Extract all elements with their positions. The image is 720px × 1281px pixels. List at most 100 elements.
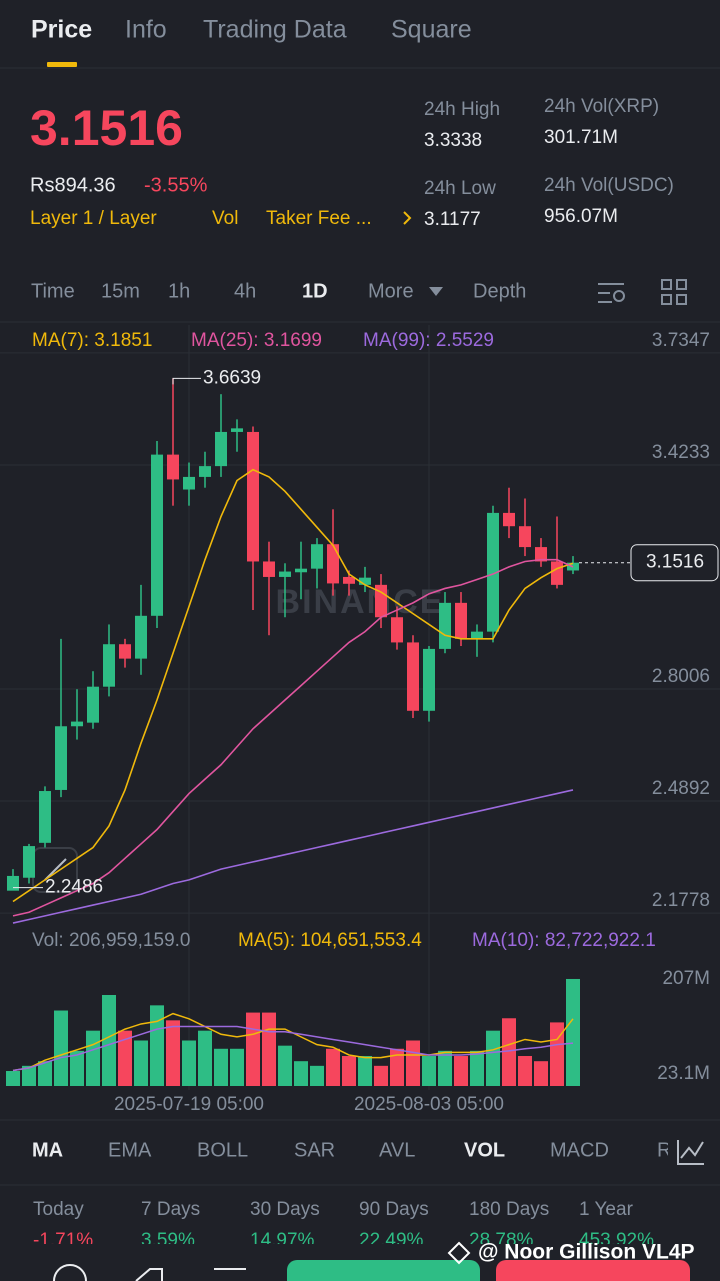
candle-body bbox=[423, 648, 435, 711]
tab[interactable]: Square bbox=[391, 16, 472, 44]
volume-bar bbox=[470, 1050, 484, 1086]
interval[interactable]: 15m bbox=[101, 280, 140, 302]
last-price: 3.1516 bbox=[30, 100, 183, 156]
interval[interactable]: 1D bbox=[302, 280, 328, 302]
candle-body bbox=[23, 846, 35, 878]
buy-button[interactable] bbox=[287, 1260, 480, 1281]
volume-bar bbox=[54, 1010, 68, 1086]
volume-bar bbox=[422, 1056, 436, 1086]
performance-label: 30 Days bbox=[250, 1199, 320, 1220]
candle-body bbox=[503, 512, 515, 527]
indicator-tab[interactable]: BOLL bbox=[197, 1139, 248, 1161]
candle-body bbox=[7, 875, 19, 891]
candle-body bbox=[215, 431, 227, 467]
stat-label: 24h Vol(USDC) bbox=[544, 175, 674, 196]
active-tab-indicator bbox=[47, 62, 77, 67]
volume-bar bbox=[374, 1065, 388, 1086]
tab[interactable]: Trading Data bbox=[203, 16, 347, 44]
layout-icon[interactable] bbox=[661, 279, 687, 305]
indicator-tab[interactable]: MA bbox=[32, 1139, 63, 1161]
interval[interactable]: Depth bbox=[473, 280, 526, 302]
interval[interactable]: Time bbox=[31, 280, 75, 302]
tag[interactable]: Layer 1 / Layer bbox=[30, 208, 157, 229]
candle-body bbox=[167, 454, 179, 480]
volume-bar bbox=[294, 1061, 308, 1086]
chart-settings-icon[interactable] bbox=[598, 283, 625, 303]
performance-label: 90 Days bbox=[359, 1199, 429, 1220]
candle-body bbox=[39, 791, 51, 843]
candle-body bbox=[183, 476, 195, 490]
candle-body bbox=[359, 577, 371, 585]
ma-line bbox=[12, 558, 574, 917]
min-label: 2.2486 bbox=[45, 877, 103, 898]
candle-body bbox=[407, 642, 419, 711]
legend-entry: MA(25): 3.1699 bbox=[191, 330, 322, 351]
volume-bar bbox=[486, 1030, 500, 1086]
volume-bar bbox=[86, 1030, 100, 1086]
volume-bar bbox=[118, 1030, 132, 1086]
stat-label: 24h High bbox=[424, 99, 500, 120]
volume-bar bbox=[310, 1065, 324, 1086]
candle-body bbox=[263, 561, 275, 577]
nav-icon[interactable] bbox=[53, 1264, 87, 1281]
tab[interactable]: Price bbox=[31, 16, 92, 44]
candle-body bbox=[87, 686, 99, 723]
volume-bar bbox=[566, 978, 580, 1086]
watermark-logo bbox=[447, 1241, 471, 1265]
volume-bar bbox=[70, 1050, 84, 1086]
legend-entry: MA(5): 104,651,553.4 bbox=[238, 930, 422, 951]
watermark: @ Noor Gillison VL4P bbox=[478, 1241, 695, 1264]
candle-body bbox=[295, 568, 307, 573]
candle-body bbox=[391, 617, 403, 643]
y-tick-label: 23.1M bbox=[657, 1063, 710, 1084]
dropdown-arrow bbox=[429, 287, 443, 296]
candle-body bbox=[487, 512, 499, 632]
indicator-tab[interactable]: AVL bbox=[379, 1139, 415, 1161]
tag[interactable]: Taker Fee ... bbox=[266, 208, 372, 229]
volume-bar bbox=[198, 1030, 212, 1086]
sell-button[interactable] bbox=[496, 1260, 690, 1281]
tab[interactable]: Info bbox=[125, 16, 167, 44]
tag[interactable]: Vol bbox=[212, 208, 238, 229]
stat-label: 24h Low bbox=[424, 178, 496, 199]
candle-body bbox=[519, 526, 531, 548]
nav-icon[interactable] bbox=[135, 1268, 163, 1281]
volume-bar bbox=[534, 1061, 548, 1086]
indicator-tab[interactable]: R bbox=[657, 1139, 671, 1161]
volume-bar bbox=[326, 1048, 340, 1086]
candle-body bbox=[375, 584, 387, 618]
ma-line bbox=[12, 468, 574, 903]
volume-ma-line bbox=[12, 1025, 574, 1072]
fiat-price: Rs894.36 bbox=[30, 174, 116, 196]
volume-bar bbox=[358, 1056, 372, 1086]
candle-body bbox=[455, 602, 467, 639]
indicator-tab[interactable]: MACD bbox=[550, 1139, 609, 1161]
indicator-settings-icon[interactable] bbox=[677, 1140, 704, 1165]
candle-body bbox=[119, 644, 131, 659]
candle-body bbox=[327, 544, 339, 584]
indicator-tab[interactable]: EMA bbox=[108, 1139, 152, 1161]
indicator-tab[interactable]: SAR bbox=[294, 1139, 335, 1161]
interval[interactable]: 1h bbox=[168, 280, 190, 302]
interval[interactable]: More bbox=[368, 280, 414, 302]
legend-entry: MA(7): 3.1851 bbox=[32, 330, 152, 351]
candle-body bbox=[247, 431, 259, 562]
indicator-tab[interactable]: VOL bbox=[464, 1139, 505, 1161]
volume-bar bbox=[150, 1005, 164, 1086]
stat-label: 24h Vol(XRP) bbox=[544, 96, 659, 117]
volume-legend: Vol: 206,959,159.0 bbox=[32, 930, 190, 951]
volume-bar bbox=[166, 1020, 180, 1086]
volume-bar bbox=[406, 1040, 420, 1086]
last-price-label: 3.1516 bbox=[646, 552, 704, 573]
volume-bar bbox=[246, 1012, 260, 1086]
interval[interactable]: 4h bbox=[234, 280, 256, 302]
legend-entry: MA(99): 2.5529 bbox=[363, 330, 494, 351]
candle-body bbox=[231, 428, 243, 432]
y-tick-label: 3.4233 bbox=[652, 442, 710, 463]
y-tick-label: 2.1778 bbox=[652, 890, 710, 911]
price-change: -3.55% bbox=[144, 174, 208, 196]
performance-label: Today bbox=[33, 1199, 84, 1220]
volume-bar bbox=[214, 1048, 228, 1086]
volume-bar bbox=[22, 1065, 36, 1086]
